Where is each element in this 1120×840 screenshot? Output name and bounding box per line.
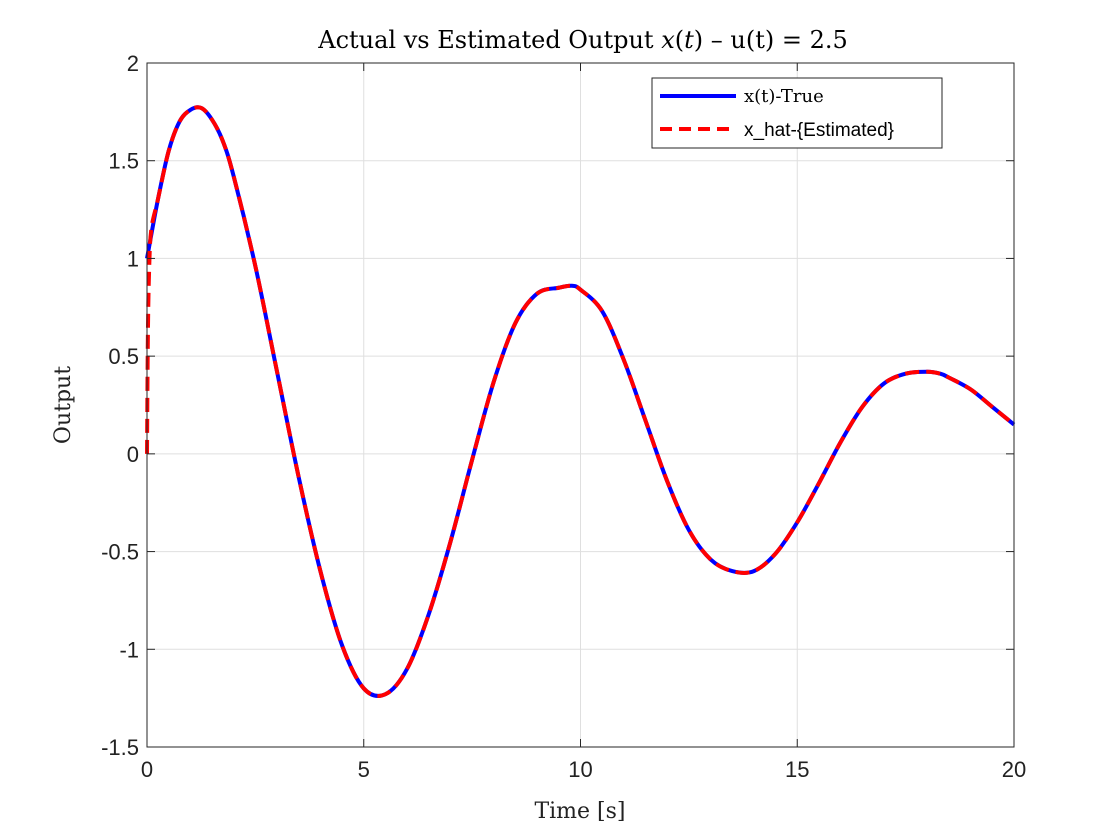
y-tick-label: -1.5 — [101, 735, 139, 760]
series-layer — [145, 105, 1016, 698]
legend-label-estimated: x_hat-{Estimated} — [744, 120, 894, 141]
axis-ticks: 0 5 10 15 20 -1.5 -1 -0.5 0 0.5 1 1.5 2 — [101, 51, 1026, 782]
title-text-b: ) – u(t) = 2.5 — [694, 26, 848, 54]
x-axis-label: Time [s] — [534, 799, 625, 824]
legend-box — [651, 77, 943, 149]
title-var-x: x — [661, 26, 675, 54]
y-tick-label: 1.5 — [108, 149, 139, 174]
legend: x(t)-True x_hat-{Estimated} — [651, 77, 943, 149]
svg-text:Actual vs Estimated Output x(t: Actual vs Estimated Output x(t) – u(t) =… — [317, 26, 848, 54]
chart-title: Actual vs Estimated Output x(t) – u(t) =… — [317, 26, 848, 54]
x-tick-label: 5 — [358, 757, 370, 782]
y-tick-label: 0 — [127, 442, 139, 467]
y-tick-label: 2 — [127, 51, 139, 76]
grid-lines — [146, 62, 1015, 748]
series-line-estimated — [145, 105, 1016, 698]
title-paren-open: ( — [675, 26, 684, 54]
y-axis-label: Output — [51, 366, 76, 444]
y-tick-label: -0.5 — [101, 540, 139, 565]
x-tick-label: 0 — [141, 757, 153, 782]
title-var-t: t — [684, 26, 694, 54]
x-tick-label: 10 — [568, 757, 592, 782]
x-tick-label: 20 — [1002, 757, 1026, 782]
y-tick-label: -1 — [119, 637, 139, 662]
y-tick-label: 1 — [127, 246, 139, 271]
legend-label-true: x(t)-True — [744, 86, 824, 107]
title-text-a: Actual vs Estimated Output — [317, 26, 661, 54]
y-tick-label: 0.5 — [108, 344, 139, 369]
x-tick-label: 15 — [785, 757, 809, 782]
